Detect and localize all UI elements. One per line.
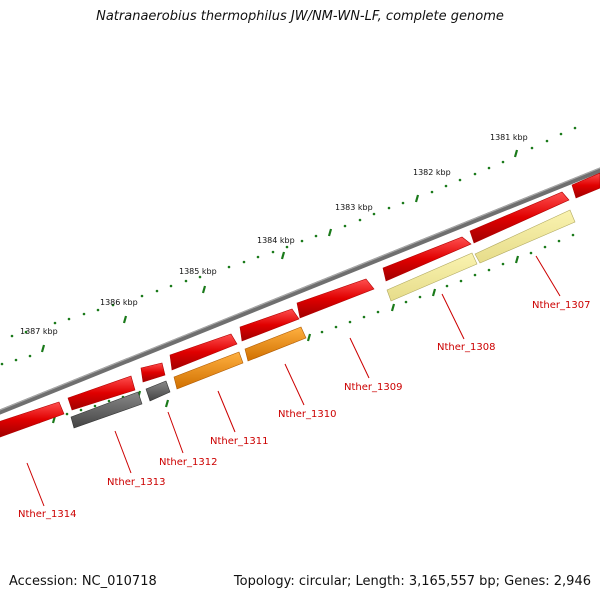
gene-bar-1310[interactable] bbox=[244, 326, 307, 362]
tick-1386 bbox=[122, 315, 128, 324]
scale-ring: 1381 kbp 1382 kbp 1383 kbp 1384 kbp 1385… bbox=[0, 126, 577, 366]
gene-bar-1308[interactable] bbox=[386, 252, 478, 302]
tick-label-1383: 1383 kbp bbox=[335, 203, 373, 212]
tick-label-1382: 1382 kbp bbox=[413, 168, 451, 177]
gene-arrow-1311[interactable] bbox=[169, 333, 238, 371]
gene-labels: Nther_1307 Nther_1308 Nther_1309 Nther_1… bbox=[18, 300, 590, 520]
tick-label-1384: 1384 kbp bbox=[257, 236, 295, 245]
gene-label-1314[interactable]: Nther_1314 bbox=[18, 509, 76, 520]
gene-label-1313[interactable]: Nther_1313 bbox=[107, 477, 165, 488]
map-title: Natranaerobius thermophilus JW/NM-WN-LF,… bbox=[96, 9, 504, 24]
tick-1383 bbox=[327, 228, 333, 237]
tick-label-1385: 1385 kbp bbox=[179, 267, 217, 276]
genome-summary-text: Topology: circular; Length: 3,165,557 bp… bbox=[233, 574, 591, 589]
tick-label-1381: 1381 kbp bbox=[490, 133, 528, 142]
gene-label-1312[interactable]: Nther_1312 bbox=[159, 457, 217, 468]
scale-major-ticks bbox=[40, 149, 519, 353]
gene-arrow-1310[interactable] bbox=[239, 308, 300, 342]
scale-minor-dots bbox=[0, 126, 577, 366]
gene-arrow-1307[interactable] bbox=[469, 191, 570, 244]
gene-label-1309[interactable]: Nther_1309 bbox=[344, 382, 402, 393]
forward-strand-genes bbox=[0, 172, 600, 438]
genome-backbone bbox=[0, 167, 600, 415]
tick-label-1387: 1387 kbp bbox=[20, 327, 58, 336]
gene-arrow-1313[interactable] bbox=[67, 375, 136, 411]
tick-1387 bbox=[40, 344, 46, 353]
gene-arrow-1306[interactable] bbox=[571, 172, 600, 199]
gene-arrow-1312[interactable] bbox=[140, 362, 166, 383]
label-leaders bbox=[26, 255, 561, 507]
gene-arrow-1308[interactable] bbox=[382, 236, 472, 282]
gene-bar-1311[interactable] bbox=[173, 351, 244, 390]
gene-arrow-1314[interactable] bbox=[0, 401, 65, 438]
gene-label-1310[interactable]: Nther_1310 bbox=[278, 409, 336, 420]
gene-label-1307[interactable]: Nther_1307 bbox=[532, 300, 590, 311]
gene-bar-1312[interactable] bbox=[145, 380, 171, 402]
tick-1382 bbox=[414, 194, 420, 203]
tick-1385 bbox=[201, 285, 207, 294]
gene-bar-1307[interactable] bbox=[474, 209, 576, 264]
reverse-strand-genes bbox=[70, 209, 576, 429]
tick-1381 bbox=[513, 149, 519, 158]
gene-label-1311[interactable]: Nther_1311 bbox=[210, 436, 268, 447]
gene-label-1308[interactable]: Nther_1308 bbox=[437, 342, 495, 353]
gene-arrow-1309[interactable] bbox=[296, 278, 375, 319]
tick-1384 bbox=[280, 251, 286, 260]
accession-text: Accession: NC_010718 bbox=[9, 574, 157, 589]
tick-label-1386: 1386 kbp bbox=[100, 298, 138, 307]
gene-bar-1313[interactable] bbox=[70, 391, 143, 429]
